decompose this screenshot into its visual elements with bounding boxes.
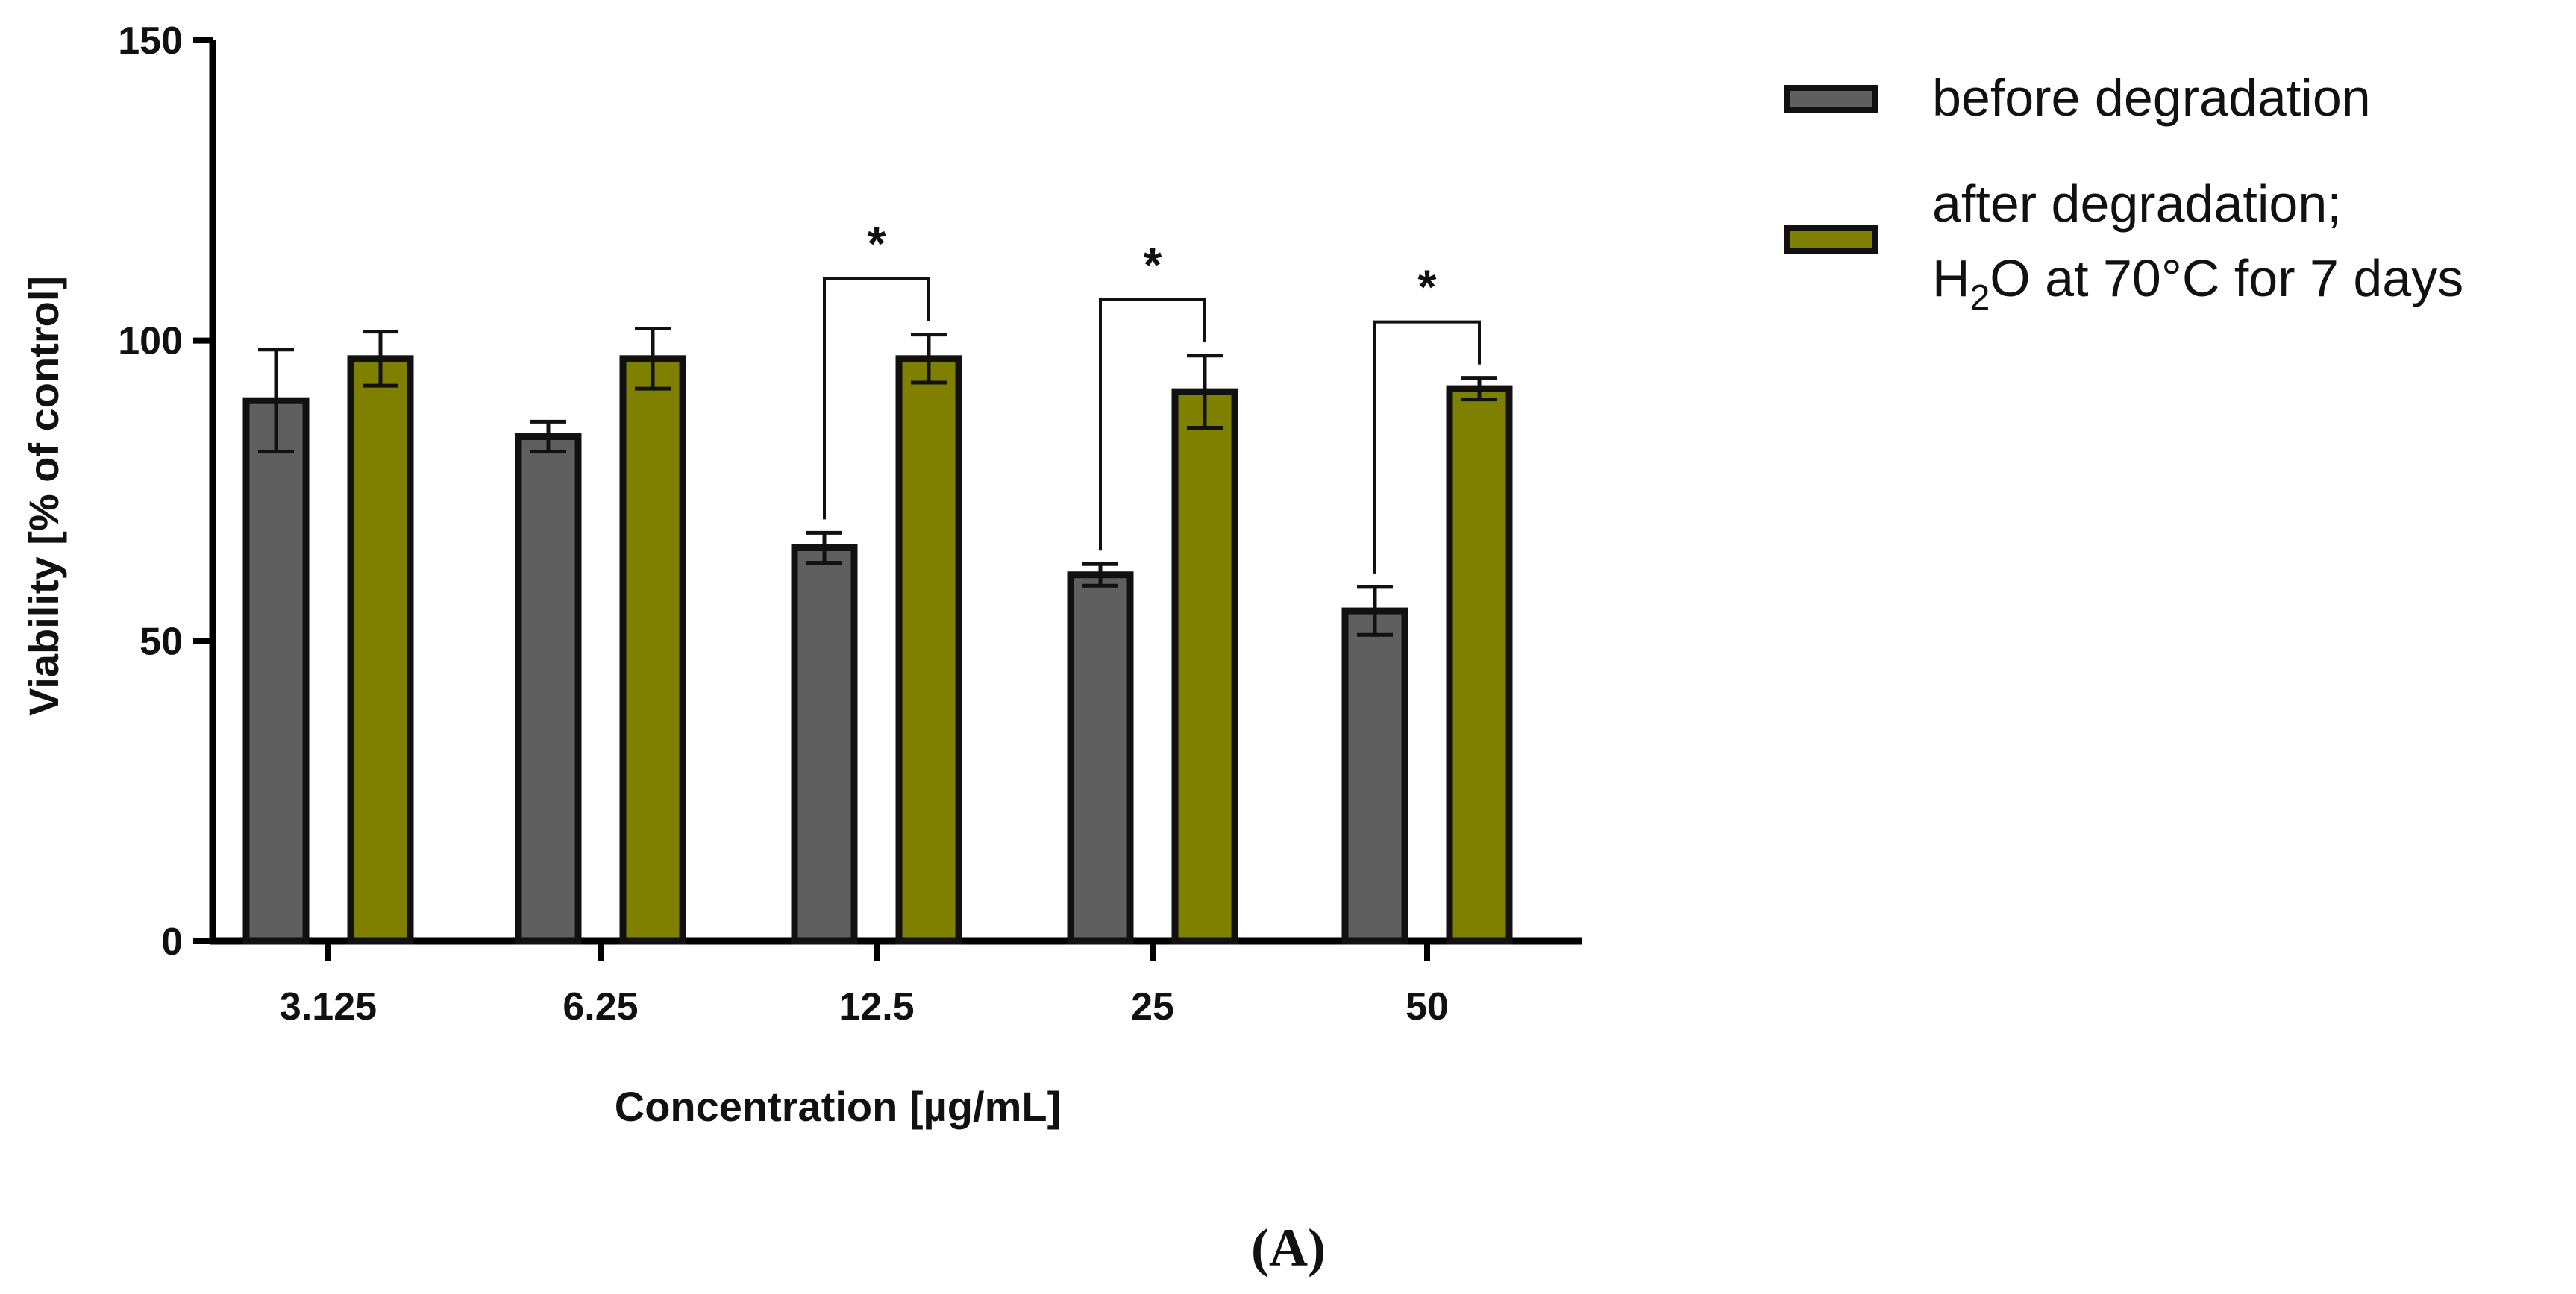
significance-bracket bbox=[1373, 320, 1481, 574]
bar bbox=[347, 355, 414, 945]
legend-label-after-line1: after degradation; bbox=[1932, 175, 2342, 233]
x-tick-label: 25 bbox=[1131, 985, 1174, 1028]
significance-brackets: * * * bbox=[823, 217, 1481, 574]
x-tick-label: 12.5 bbox=[839, 985, 914, 1028]
significance-bracket bbox=[823, 277, 930, 520]
x-tick-label: 3.125 bbox=[280, 985, 377, 1028]
bar bbox=[791, 544, 858, 945]
bar bbox=[242, 397, 310, 945]
panel-label: (A) bbox=[1251, 1218, 1326, 1278]
bar bbox=[1446, 385, 1513, 945]
legend-subscript-2: 2 bbox=[1970, 278, 1990, 318]
legend-swatch-after bbox=[1784, 225, 1878, 254]
y-tick-label: 50 bbox=[140, 620, 183, 663]
bar bbox=[619, 355, 686, 945]
bar bbox=[1341, 607, 1408, 945]
x-axis-title: Concentration [µg/mL] bbox=[615, 1083, 1061, 1130]
bar bbox=[895, 355, 962, 945]
y-axis-title: Viability [% of control] bbox=[20, 276, 67, 716]
bar bbox=[1171, 388, 1238, 945]
axes: 0 50 100 150 3.125 6.25 12.5 25 50 bbox=[118, 19, 1582, 1028]
legend-o-suffix: O at 70°C for 7 days bbox=[1990, 249, 2463, 307]
x-tick-label: 50 bbox=[1405, 985, 1449, 1028]
legend-h: H bbox=[1932, 249, 1970, 307]
y-tick-label: 150 bbox=[118, 19, 183, 63]
legend-swatch-before bbox=[1784, 85, 1878, 113]
legend-label-before: before degradation bbox=[1932, 69, 2371, 127]
bar bbox=[1067, 571, 1134, 945]
y-tick-label: 0 bbox=[161, 920, 183, 964]
significance-star: * bbox=[868, 217, 886, 271]
bars bbox=[242, 327, 1513, 945]
y-tick-label: 100 bbox=[118, 320, 183, 363]
significance-bracket bbox=[1099, 298, 1206, 551]
legend: before degradation after degradation; H2O … bbox=[1784, 69, 2463, 318]
significance-star: * bbox=[1144, 238, 1162, 292]
bar bbox=[515, 433, 582, 945]
significance-star: * bbox=[1418, 260, 1437, 314]
legend-label-after-line2: H2O at 70°C for 7 days bbox=[1932, 249, 2463, 318]
x-tick-label: 6.25 bbox=[562, 985, 638, 1028]
